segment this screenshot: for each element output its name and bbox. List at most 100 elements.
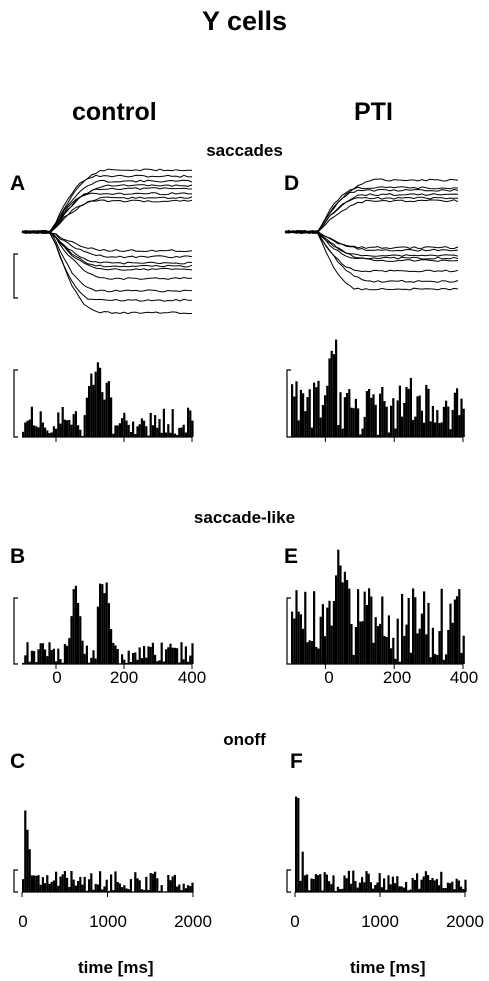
hist-bar-B-4 <box>30 650 33 664</box>
hist-bar-C-2 <box>26 829 29 892</box>
hist-bar-D-40 <box>379 393 382 437</box>
hist-bar-F-70 <box>449 883 452 892</box>
tick-label-e-200: 200 <box>382 668 412 687</box>
section-heading-saccades: saccades <box>206 141 283 160</box>
hist-bar-E-41 <box>381 596 384 664</box>
hist-bar-C-8 <box>39 884 42 892</box>
hist-bar-C-9 <box>41 877 44 892</box>
hist-bar-C-46 <box>123 885 126 892</box>
hist-bar-F-27 <box>354 881 357 892</box>
hist-bar-F-55 <box>416 873 419 892</box>
hist-bar-F-52 <box>409 889 412 892</box>
hist-bar-F-73 <box>455 878 458 892</box>
hist-bar-A-51 <box>134 434 137 437</box>
hist-bar-E-39 <box>376 626 379 664</box>
panel-label-c: C <box>10 750 26 773</box>
hist-bar-D-19 <box>332 354 335 437</box>
hist-bar-A-58 <box>149 412 152 437</box>
x-axis-label-pti: time [ms] <box>350 958 426 977</box>
hist-bar-E-24 <box>343 571 346 664</box>
hist-bar-B-8 <box>39 643 42 664</box>
hist-bar-A-11 <box>46 430 49 437</box>
hist-bar-E-40 <box>379 623 382 664</box>
hist-bar-A-23 <box>72 414 75 437</box>
tick-label-f-0: 0 <box>290 912 300 931</box>
hist-bar-B-25 <box>77 602 80 664</box>
hist-bar-E-25 <box>346 580 349 664</box>
eye-trace-A-11 <box>21 230 193 268</box>
hist-bar-D-60 <box>423 422 426 437</box>
hist-bar-F-34 <box>369 882 372 892</box>
scale-bar-E <box>286 597 291 665</box>
hist-bar-D-41 <box>381 387 384 437</box>
tick-label-e-0: 0 <box>324 668 334 687</box>
hist-bar-B-36 <box>101 584 104 664</box>
hist-bar-C-51 <box>134 872 137 892</box>
hist-bar-E-15 <box>324 636 327 664</box>
hist-bar-B-16 <box>57 648 60 664</box>
eye-trace-A-3 <box>21 184 193 234</box>
hist-bar-B-32 <box>92 650 95 664</box>
hist-bar-C-10 <box>44 883 47 892</box>
hist-bar-F-59 <box>424 871 427 892</box>
hist-bar-A-8 <box>39 411 42 437</box>
eye-trace-A-14 <box>21 229 193 293</box>
panel-label-f: F <box>290 750 303 773</box>
hist-bar-D-9 <box>310 427 313 437</box>
hist-bar-B-20 <box>66 645 69 664</box>
hist-bar-B-62 <box>158 660 161 664</box>
eye-trace-D-10 <box>284 229 459 262</box>
hist-bar-D-43 <box>385 406 388 437</box>
hist-bar-B-7 <box>37 649 40 664</box>
eye-trace-A-13 <box>21 230 193 281</box>
hist-bar-E-65 <box>434 653 437 664</box>
hist-bar-C-55 <box>143 889 146 892</box>
hist-bar-E-72 <box>449 603 452 664</box>
hist-bar-D-46 <box>392 398 395 437</box>
hist-bar-C-74 <box>184 888 187 892</box>
hist-bar-A-38 <box>105 382 108 437</box>
hist-bar-B-77 <box>191 643 194 664</box>
hist-bar-B-58 <box>149 647 152 664</box>
hist-bar-E-56 <box>414 597 417 664</box>
hist-bar-F-35 <box>372 888 375 892</box>
hist-bar-D-25 <box>346 393 349 437</box>
hist-bar-F-7 <box>310 878 313 892</box>
hist-bar-B-18 <box>61 662 64 664</box>
hist-bar-F-1 <box>297 798 300 892</box>
tick-label-b-0: 0 <box>52 668 62 687</box>
hist-bar-D-36 <box>370 397 373 437</box>
scale-bar-A <box>13 369 18 438</box>
eye-trace-A-1 <box>21 174 193 234</box>
hist-bar-C-13 <box>50 881 53 892</box>
hist-bar-D-2 <box>295 381 298 437</box>
hist-bar-A-22 <box>70 424 73 437</box>
hist-bar-B-67 <box>169 643 172 664</box>
hist-bar-D-71 <box>447 406 450 437</box>
tick-label-c-1000: 1000 <box>89 912 127 931</box>
hist-bar-B-15 <box>55 661 58 664</box>
hist-bar-F-5 <box>306 874 309 892</box>
hist-bar-E-36 <box>370 596 373 664</box>
hist-bar-E-63 <box>429 657 432 664</box>
hist-bar-C-75 <box>187 885 190 892</box>
scale-bar-F <box>286 869 291 893</box>
eye-trace-A-5 <box>21 192 192 234</box>
hist-bar-B-3 <box>28 661 31 664</box>
hist-bar-F-72 <box>453 889 456 892</box>
hist-bar-A-46 <box>123 412 126 437</box>
hist-bar-D-53 <box>407 388 410 437</box>
hist-bar-F-37 <box>376 882 379 892</box>
hist-bar-F-44 <box>391 876 394 892</box>
hist-bar-D-54 <box>409 377 412 437</box>
hist-bar-F-21 <box>341 888 344 892</box>
hist-bar-C-27 <box>81 884 84 892</box>
hist-bar-E-7 <box>306 642 309 664</box>
hist-bar-E-58 <box>418 628 421 664</box>
panel-label-b: B <box>10 545 26 568</box>
eye-trace-A-10 <box>21 230 193 265</box>
hist-bar-B-65 <box>165 649 168 664</box>
hist-bar-E-70 <box>445 654 448 664</box>
hist-bar-B-30 <box>88 662 91 664</box>
hist-bar-F-41 <box>385 889 388 892</box>
